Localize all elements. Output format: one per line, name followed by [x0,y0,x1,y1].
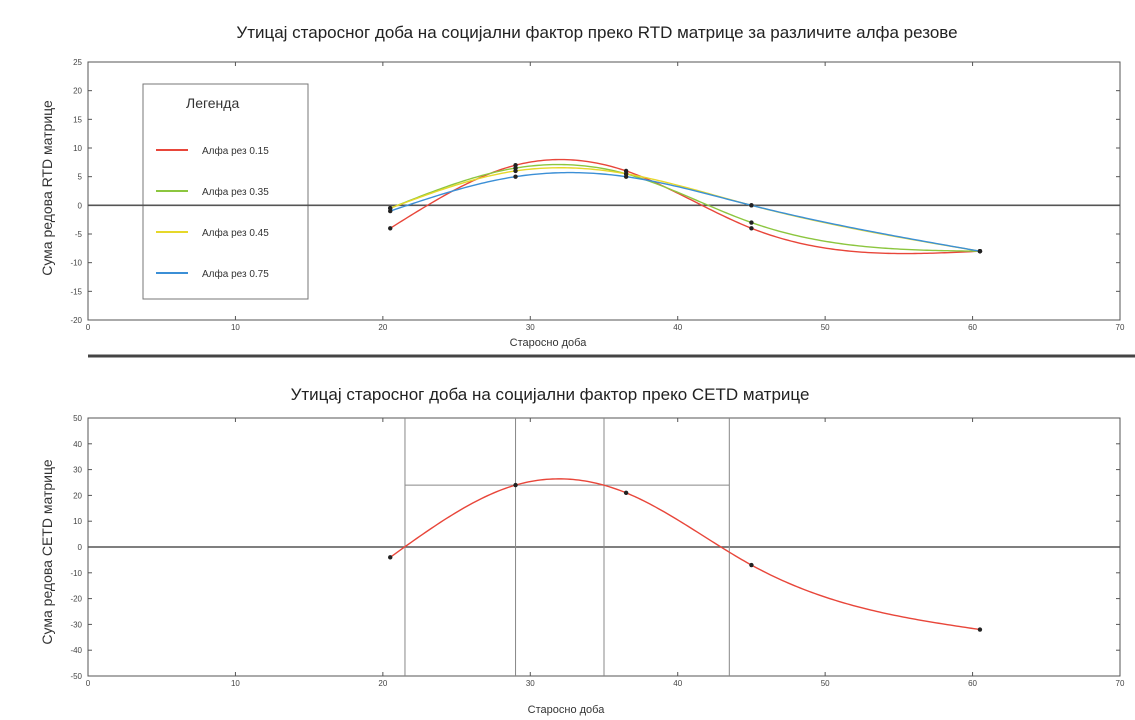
chart1-data-point [513,168,518,174]
chart2-x-tick-label: 20 [378,679,387,688]
chart2-series-line-0 [389,478,981,631]
chart2-data-point [513,482,518,488]
chart1-x-tick-label: 60 [968,323,977,332]
chart2-x-tick-label: 60 [968,679,977,688]
chart1-y-tick-label: 25 [73,58,82,67]
chart2-title: Утицај старосног доба на социјални факто… [291,385,810,404]
chart1-y-tick-label: 5 [78,173,83,182]
chart2-y-tick-label: -50 [70,672,82,681]
chart1-x-tick-label: 30 [526,323,535,332]
chart1-data-point [513,174,518,179]
chart2-x-tick-label: 40 [673,679,682,688]
legend-label-1: Алфа рез 0.35 [202,186,269,198]
chart1-x-tick-label: 70 [1116,323,1125,332]
chart1-y-tick-label: -15 [70,287,82,296]
chart2-data-point [623,490,629,496]
chart2-x-tick-label: 70 [1116,679,1125,688]
chart1-data-point [388,226,393,231]
chart1-data-point [749,203,754,208]
chart1-plot-frame [87,61,1121,321]
chart2-y-tick-label: 0 [78,543,83,552]
chart1-legend: Легенда Алфа рез 0.15 Алфа рез 0.35 Алфа р… [142,83,309,300]
chart1-y-tick-label: 0 [78,201,83,210]
chart1-ylabel: Сума редова RTD матрице [39,100,55,276]
chart2-ylabel: Сума редова CETD матрице [39,459,55,644]
chart1-data-point [388,208,393,214]
chart1-data-point [749,226,754,231]
chart2-x-tick-label: 0 [86,679,91,688]
chart2-y-tick-label: -40 [70,646,82,655]
chart2-y-tick-label: -20 [70,595,82,604]
chart1-data-point [977,249,983,254]
legend-label-2: Алфа рез 0.45 [202,227,269,239]
chart1-y-tick-label: 15 [73,115,82,124]
chart1-y-tick-label: -20 [70,316,82,325]
legend-title: Легенда [186,95,239,111]
chart2-y-tick-label: 30 [73,466,82,475]
chart1-x-tick-label: 10 [231,323,240,332]
chart1-series-line-0 [389,158,980,255]
chart2-data-point [388,555,393,560]
chart2-data-point [749,562,754,568]
chart2-y-tick-label: 50 [73,414,82,423]
legend-label-0: Алфа рез 0.15 [202,145,269,157]
legend-label-3: Алфа рез 0.75 [202,268,269,280]
chart2-data-point [977,627,983,632]
chart1-y-tick-label: -10 [70,259,82,268]
chart1-series-line-2 [389,167,981,252]
chart1-x-tick-label: 40 [673,323,682,332]
chart2-y-tick-label: 20 [73,491,82,500]
chart1-data-point [749,220,754,225]
chart1-x-tick-label: 50 [821,323,830,332]
chart2-y-tick-label: -10 [70,569,82,578]
chart1-y-tick-label: 10 [73,144,82,153]
chart1-series-line-1 [389,163,980,252]
chart1-y-tick-label: -5 [75,230,83,239]
chart1-series-line-3 [390,171,981,252]
chart2-x-tick-label: 10 [231,679,240,688]
chart2-y-tick-label: 40 [73,440,82,449]
chart1-y-tick-label: 20 [73,87,82,96]
chart2-x-tick-label: 30 [526,679,535,688]
chart2-xlabel: Старосно доба [528,704,606,716]
chart1-data-point [623,174,629,179]
chart2-x-tick-label: 50 [821,679,830,688]
chart1-x-tick-label: 0 [86,323,91,332]
chart1-title: Утицај старосног доба на социјални факто… [236,23,957,42]
chart1-xlabel: Старосно доба [510,337,588,349]
chart2-y-tick-label: 10 [73,517,82,526]
chart2-y-tick-label: -30 [70,620,82,629]
chart1-x-tick-label: 20 [378,323,387,332]
